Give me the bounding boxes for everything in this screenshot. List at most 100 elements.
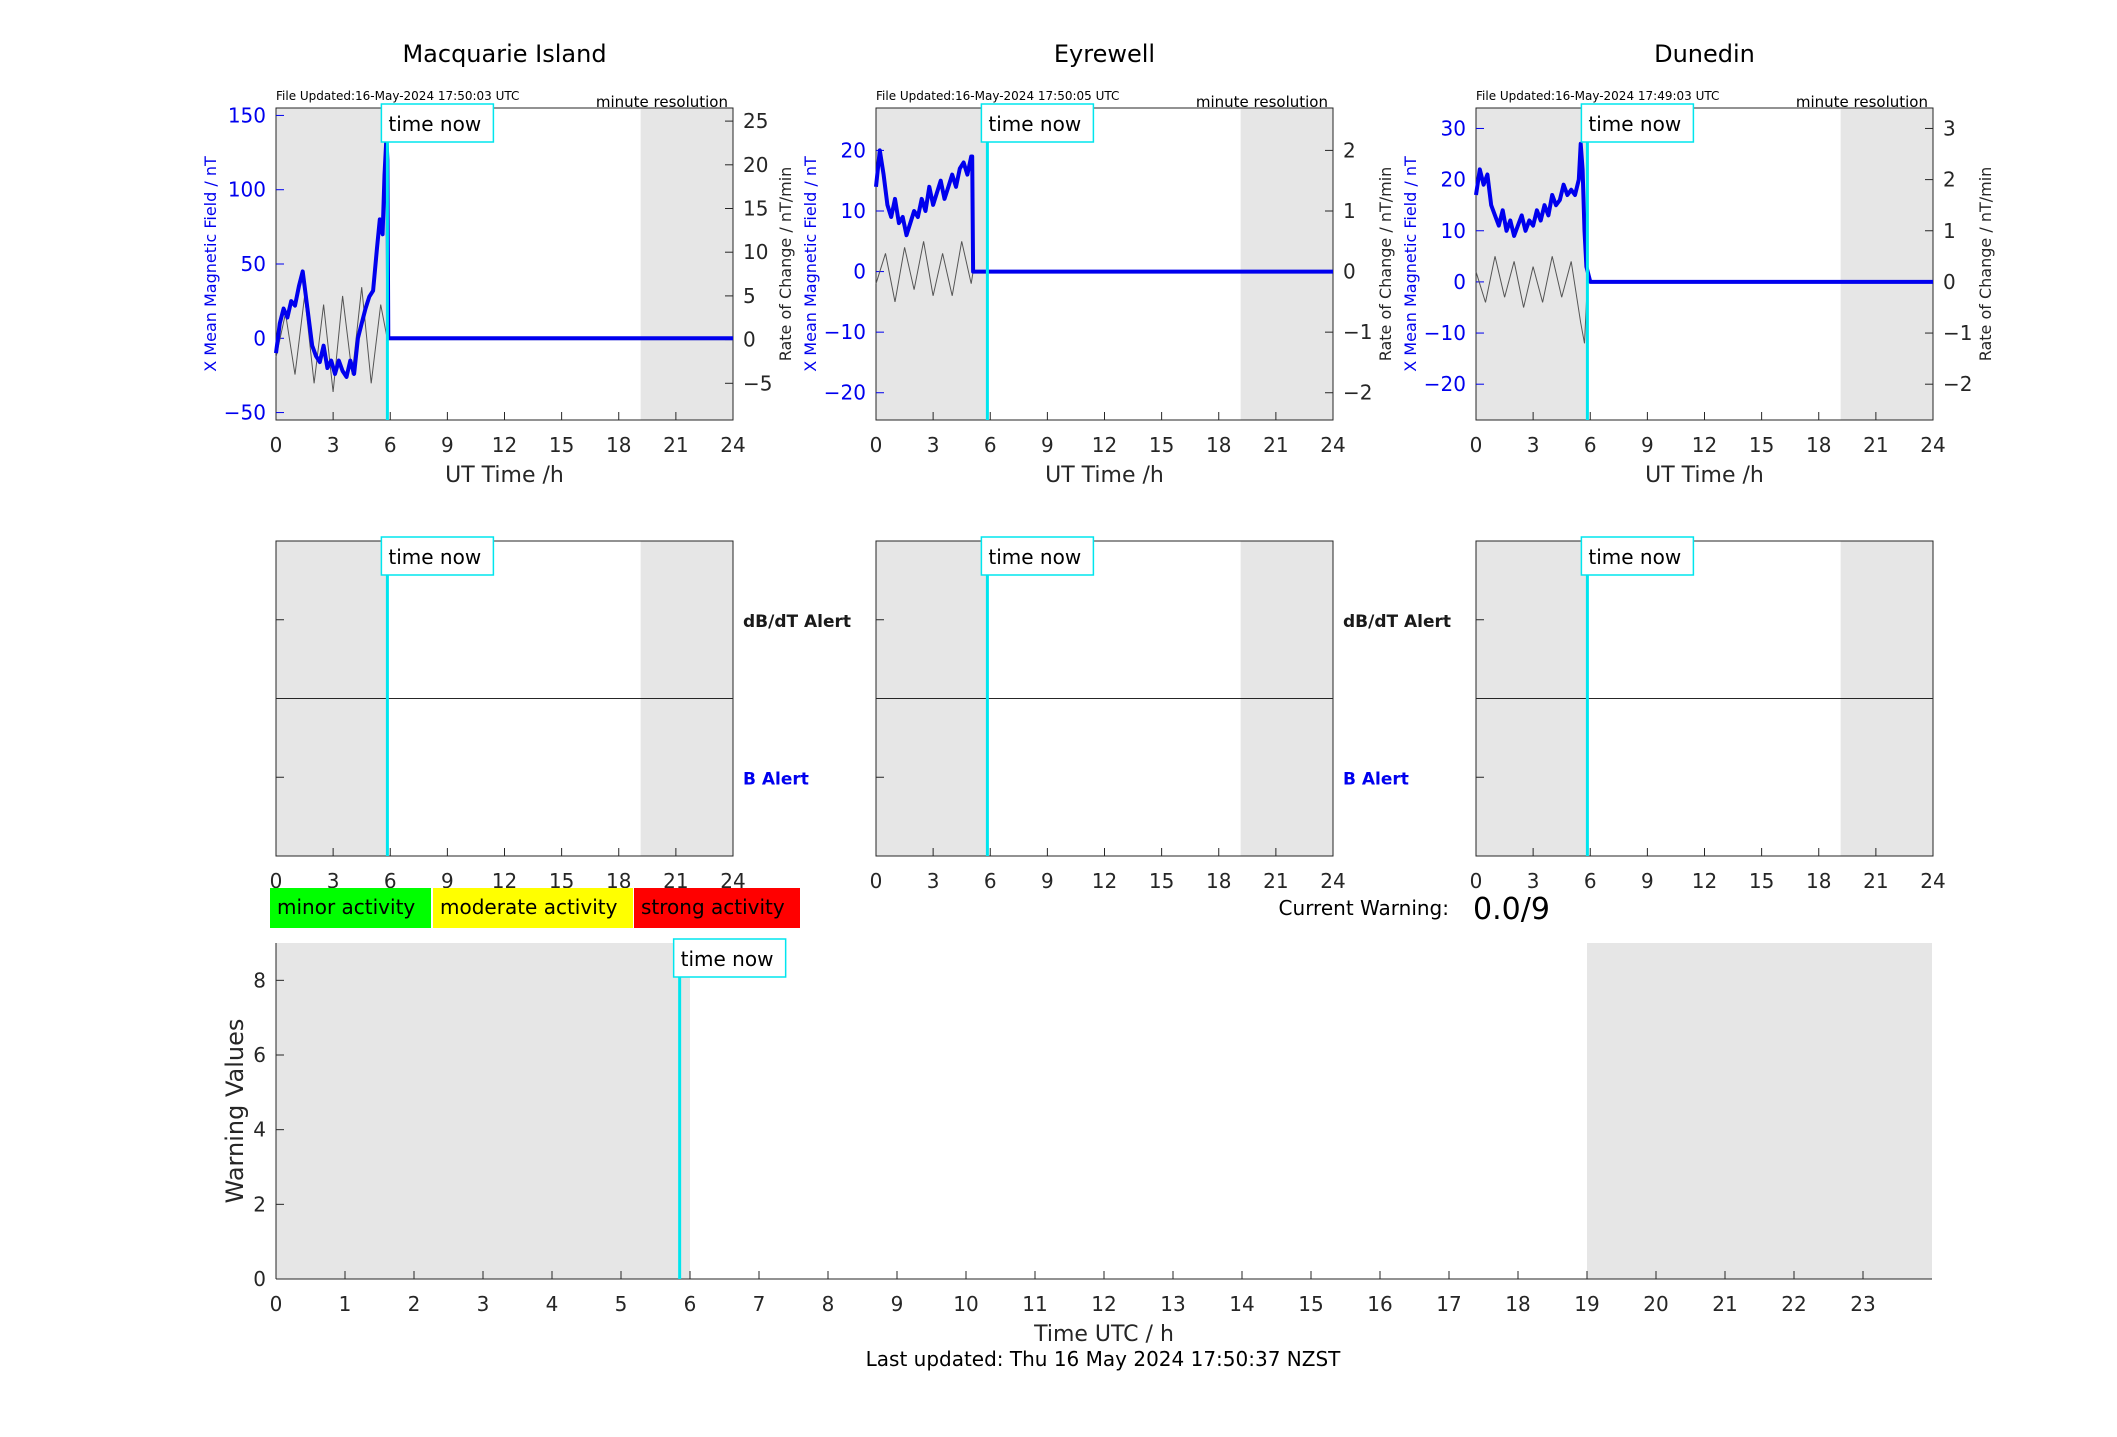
- x-tick-label: 24: [1320, 869, 1345, 893]
- x-tick-label: 15: [1149, 433, 1174, 457]
- x-tick-label: 18: [1206, 433, 1231, 457]
- mag-panel-2: Eyrewell File Updated:16-May-2024 17:50:0…: [801, 40, 1395, 488]
- y2-tick-label: 2: [1943, 168, 1956, 192]
- y-tick-label: 30: [1441, 116, 1466, 140]
- x-tick-label: 4: [546, 1292, 559, 1316]
- x-axis-label: Time UTC / h: [1033, 1322, 1174, 1347]
- y-tick-label: −20: [824, 381, 866, 405]
- x-tick-label: 6: [684, 1292, 697, 1316]
- x-tick-label: 21: [1863, 433, 1888, 457]
- time-now-box: [1580, 536, 1695, 576]
- x-tick-label: 12: [1692, 869, 1717, 893]
- file-updated-label: File Updated:16-May-2024 17:50:03 UTC: [276, 89, 519, 103]
- x-tick-label: 18: [1806, 869, 1831, 893]
- y2-tick-label: 25: [743, 109, 768, 133]
- time-now-label: time now: [1588, 112, 1681, 136]
- time-now-box: [1580, 103, 1695, 143]
- mag-panel-3: Dunedin File Updated:16-May-2024 17:49:03…: [1401, 40, 1995, 488]
- y2-tick-label: 5: [743, 284, 756, 308]
- x-axis-label: UT Time /h: [1045, 463, 1164, 488]
- x-tick-label: 6: [1584, 869, 1597, 893]
- x-tick-label: 6: [384, 433, 397, 457]
- x-tick-label: 7: [753, 1292, 766, 1316]
- x-tick-label: 9: [1041, 433, 1054, 457]
- magnetic-field-line: [1474, 141, 1933, 284]
- y2-tick-label: 0: [1943, 270, 1956, 294]
- x-tick-label: 18: [1206, 869, 1231, 893]
- file-updated-label: File Updated:16-May-2024 17:49:03 UTC: [1476, 89, 1719, 103]
- x-tick-label: 5: [615, 1292, 628, 1316]
- y2-axis-label: Rate of Change / nT/min: [776, 167, 795, 362]
- y2-axis-label: Rate of Change / nT/min: [1976, 167, 1995, 362]
- y2-tick-label: 0: [743, 328, 756, 352]
- y-tick-label: 150: [228, 103, 266, 127]
- x-tick-label: 18: [1806, 433, 1831, 457]
- y-tick-label: 100: [228, 178, 266, 202]
- x-tick-label: 18: [1505, 1292, 1530, 1316]
- y2-tick-label: 10: [743, 240, 768, 264]
- x-tick-label: 15: [549, 433, 574, 457]
- x-tick-label: 21: [1263, 869, 1288, 893]
- time-now-label: time now: [388, 112, 481, 136]
- y2-tick-label: 15: [743, 197, 768, 221]
- legend-swatch: [433, 888, 633, 928]
- magnetic-field-line: [874, 148, 1333, 274]
- x-tick-label: 15: [1749, 433, 1774, 457]
- resolution-label: minute resolution: [1796, 93, 1928, 111]
- y2-tick-label: −1: [1343, 320, 1372, 344]
- shaded-band: [1476, 108, 1588, 420]
- x-tick-label: 9: [891, 1292, 904, 1316]
- legend-label: strong activity: [641, 895, 785, 919]
- y-tick-label: 2: [253, 1192, 266, 1216]
- x-tick-label: 12: [1091, 1292, 1116, 1316]
- legend-label: minor activity: [277, 895, 415, 919]
- x-tick-label: 3: [327, 433, 340, 457]
- x-tick-label: 12: [1692, 433, 1717, 457]
- x-tick-label: 6: [984, 433, 997, 457]
- time-now-box: [672, 938, 787, 978]
- x-tick-label: 3: [1527, 869, 1540, 893]
- activity-legend: minor activity moderate activity strong ac…: [270, 888, 800, 928]
- x-tick-label: 15: [1149, 869, 1174, 893]
- shaded-band: [1240, 108, 1333, 420]
- y-axis-label: X Mean Magnetic Field / nT: [201, 156, 220, 372]
- x-tick-label: 0: [270, 433, 283, 457]
- y-tick-label: −10: [1424, 321, 1466, 345]
- rate-of-change-line: [1475, 256, 1933, 344]
- rate-of-change-line: [275, 287, 733, 393]
- time-now-box: [980, 103, 1095, 143]
- alert-panel-2: 0 3 6 9 12 15 18 21 24 dB/dT Alert B Alert time now: [870, 536, 1451, 893]
- x-tick-label: 24: [1920, 869, 1945, 893]
- y-tick-label: 10: [841, 199, 866, 223]
- y2-axis-label: Rate of Change / nT/min: [1376, 167, 1395, 362]
- y2-tick-label: −5: [743, 371, 772, 395]
- y-tick-label: 4: [253, 1118, 266, 1142]
- x-tick-label: 9: [1641, 433, 1654, 457]
- x-tick-label: 0: [870, 433, 883, 457]
- x-tick-label: 20: [1643, 1292, 1668, 1316]
- x-tick-label: 12: [1092, 433, 1117, 457]
- x-tick-label: 6: [384, 869, 397, 893]
- shaded-band: [1587, 943, 1932, 1279]
- b-alert-label: B Alert: [743, 769, 809, 789]
- x-tick-label: 1: [339, 1292, 352, 1316]
- time-now-label: time now: [988, 545, 1081, 569]
- x-tick-label: 0: [270, 1292, 283, 1316]
- x-tick-label: 3: [1527, 433, 1540, 457]
- alert-panel-3: 0 3 6 9 12 15 18 21 24 time now: [1470, 536, 1946, 893]
- file-updated-label: File Updated:16-May-2024 17:50:05 UTC: [876, 89, 1119, 103]
- x-tick-label: 9: [441, 869, 454, 893]
- x-tick-label: 0: [1470, 433, 1483, 457]
- y2-tick-label: 2: [1343, 138, 1356, 162]
- mag-panel-1: Macquarie Island File Updated:16-May-2024…: [201, 40, 795, 488]
- legend-swatch: [634, 888, 800, 928]
- y-tick-label: −50: [224, 401, 266, 425]
- station-title: Eyrewell: [1054, 40, 1155, 68]
- current-warning-value: 0.0/9: [1473, 892, 1550, 927]
- y2-tick-label: 1: [1343, 199, 1356, 223]
- x-tick-label: 14: [1229, 1292, 1254, 1316]
- x-tick-label: 9: [1641, 869, 1654, 893]
- legend-swatch: [270, 888, 431, 928]
- x-tick-label: 12: [492, 433, 517, 457]
